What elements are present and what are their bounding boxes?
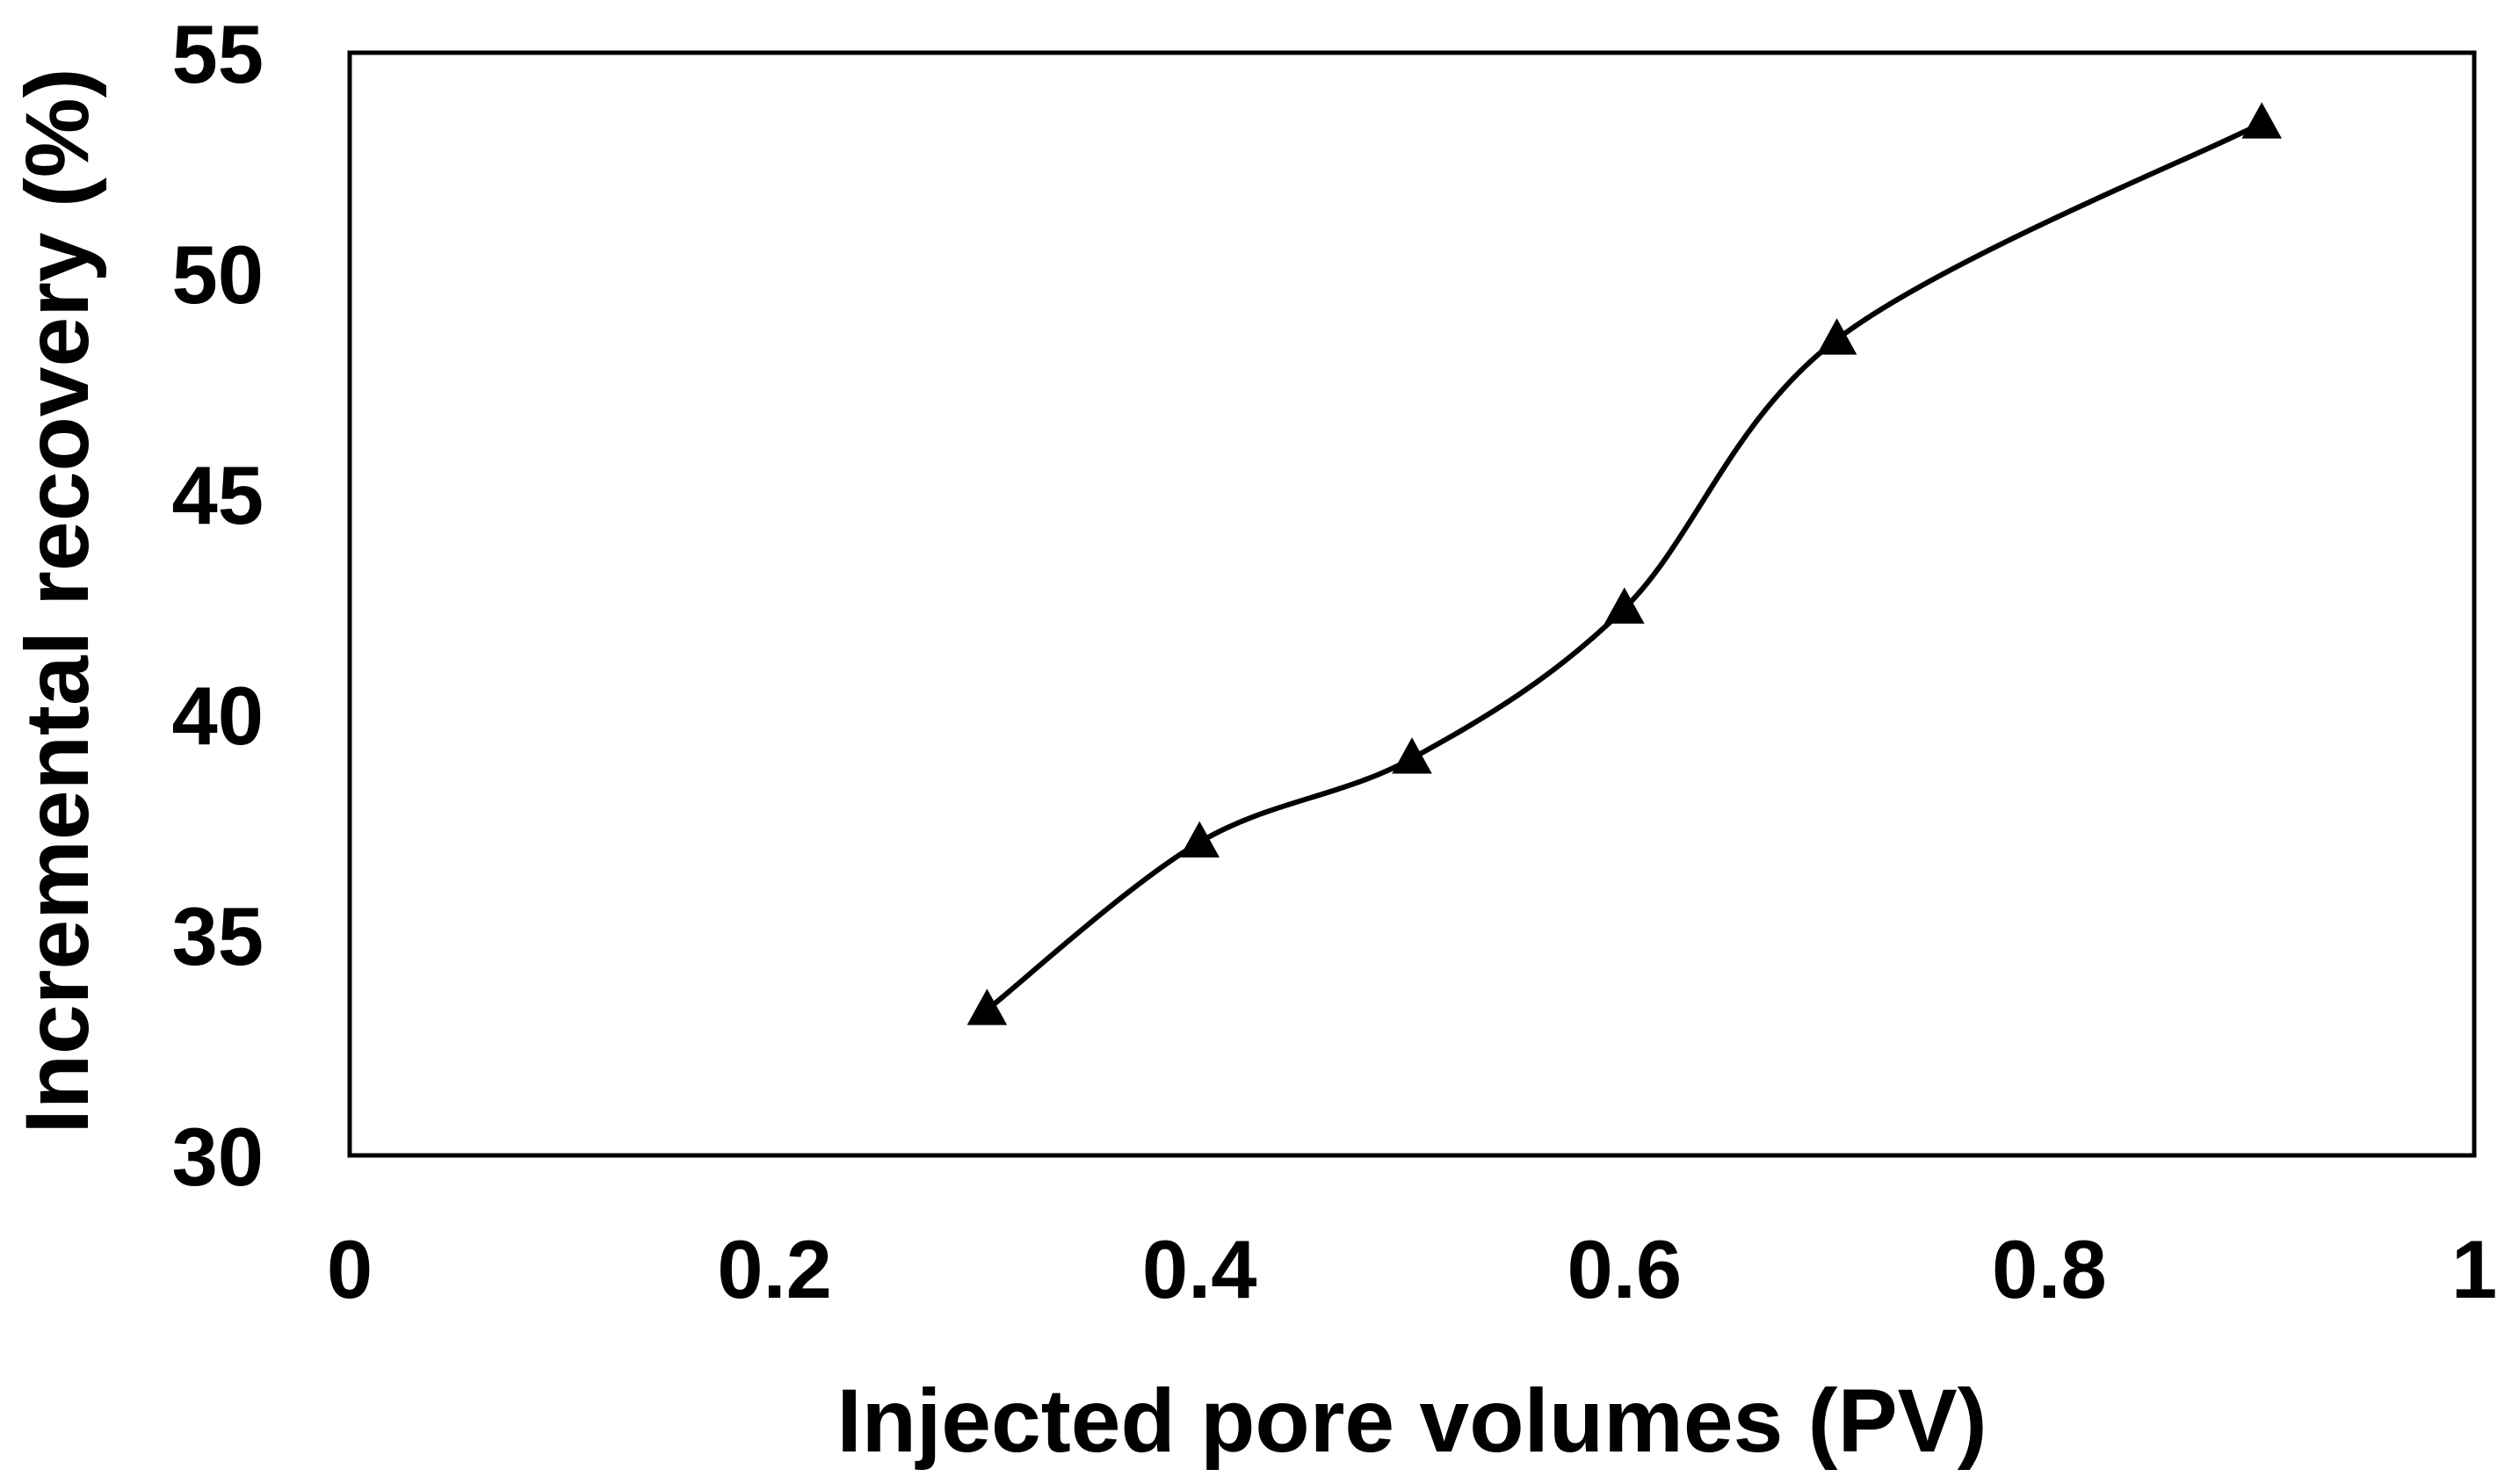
- data-point-marker: [1392, 737, 1432, 774]
- x-tick-label: 0.2: [717, 1223, 832, 1315]
- x-tick-label: 0: [327, 1223, 373, 1315]
- data-point-marker: [2241, 102, 2282, 139]
- y-tick-label: 45: [171, 449, 264, 541]
- y-tick-label: 55: [171, 8, 264, 100]
- data-point-marker: [1816, 318, 1857, 355]
- x-tick-label: 0.8: [1992, 1223, 2107, 1315]
- data-point-marker: [1179, 821, 1220, 858]
- y-tick-label: 35: [171, 890, 264, 982]
- data-markers: [966, 102, 2282, 1025]
- y-axis-title: Incremental recovery (%): [7, 68, 107, 1133]
- x-axis-tick-labels: 0 0.2 0.4 0.6 0.8 1: [327, 1223, 2497, 1315]
- x-tick-label: 1: [2451, 1223, 2497, 1315]
- x-tick-label: 0.6: [1567, 1223, 1682, 1315]
- x-tick-label: 0.4: [1142, 1223, 1257, 1315]
- plot-area-frame: [347, 50, 2477, 1158]
- y-tick-label: 30: [171, 1111, 264, 1203]
- x-axis-title: Injected pore volumes (PV): [836, 1371, 1987, 1471]
- data-point-marker: [966, 988, 1008, 1025]
- y-axis-tick-labels: 30 35 40 45 50 55: [171, 8, 264, 1203]
- data-point-marker: [1604, 587, 1645, 624]
- y-tick-label: 40: [171, 670, 264, 762]
- y-tick-label: 50: [171, 228, 264, 321]
- series-line-incremental-recovery: [984, 120, 2265, 1013]
